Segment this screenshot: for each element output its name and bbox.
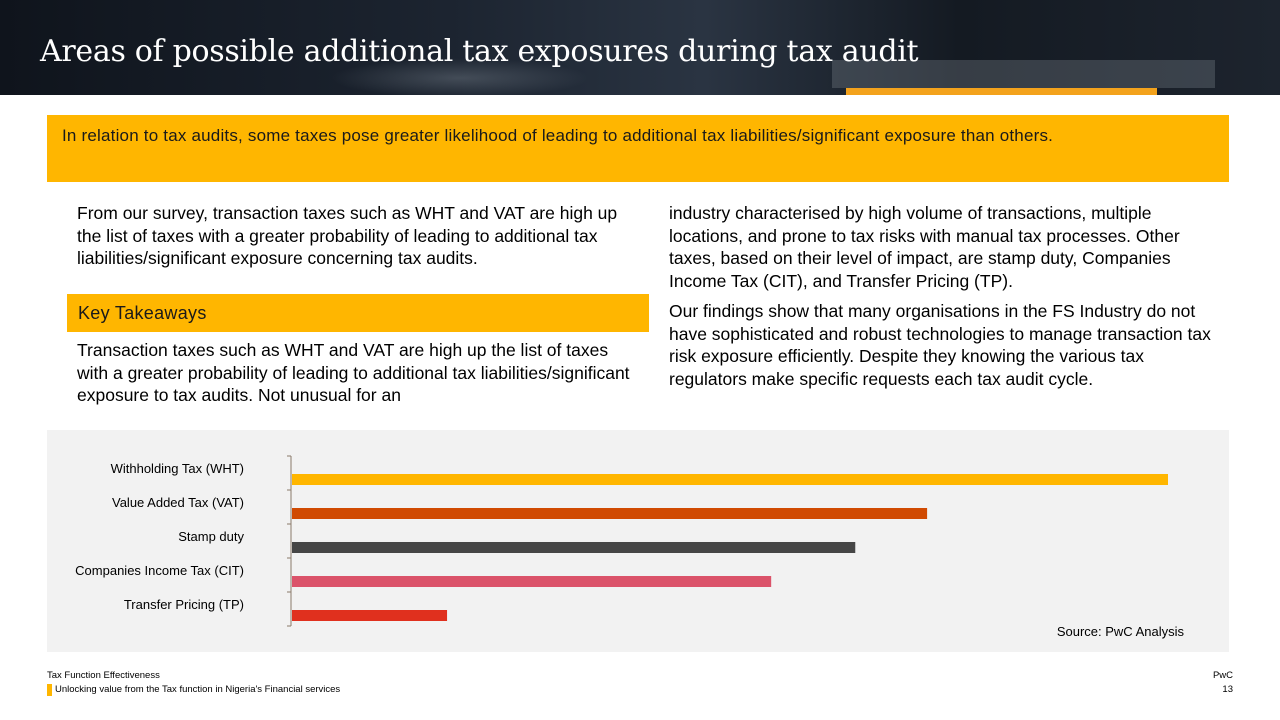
bar-2 [292,508,928,519]
left-intro-paragraph: From our survey, transaction taxes such … [77,203,618,268]
category-label: Transfer Pricing (TP) [124,597,244,612]
bar-5 [292,610,448,621]
category-label: Withholding Tax (WHT) [111,461,244,476]
page-title: Areas of possible additional tax exposur… [40,34,919,69]
header-background-glow [330,58,590,95]
chart-source: Source: PwC Analysis [1056,624,1184,639]
bar-4 [292,576,772,587]
category-label: Value Added Tax (VAT) [112,495,244,510]
category-label: Stamp duty [178,529,244,544]
header-decorative-stripe [846,88,1157,95]
takeaway-paragraph: Transaction taxes such as WHT and VAT ar… [77,340,630,405]
bar-3 [292,542,856,553]
intro-banner-text: In relation to tax audits, some taxes po… [62,126,1054,145]
footer-brand: PwC [1212,670,1233,681]
tax-exposure-bar-chart: Withholding Tax (WHT) Value Added Tax (VA… [75,455,1168,627]
chart-panel: Withholding Tax (WHT) Value Added Tax (VA… [47,430,1229,652]
header-banner: Areas of possible additional tax exposur… [0,0,1280,95]
footer-report-name: Tax Function Effectiveness [47,670,160,681]
right-paragraph-1: industry characterised by high volume of… [669,203,1180,291]
right-paragraph-2: Our findings show that many organisation… [669,301,1211,389]
key-takeaways-bar: Key Takeaways [67,294,649,332]
header-decorative-panel [832,60,1215,88]
bar-1 [292,474,1168,485]
footer-page-number: 13 [1222,684,1233,695]
footer-report-subtitle: Unlocking value from the Tax function in… [55,684,341,695]
category-label: Companies Income Tax (CIT) [75,563,244,578]
footer-accent-mark [47,684,52,696]
intro-banner: In relation to tax audits, some taxes po… [47,115,1229,182]
key-takeaways-label: Key Takeaways [78,303,207,323]
